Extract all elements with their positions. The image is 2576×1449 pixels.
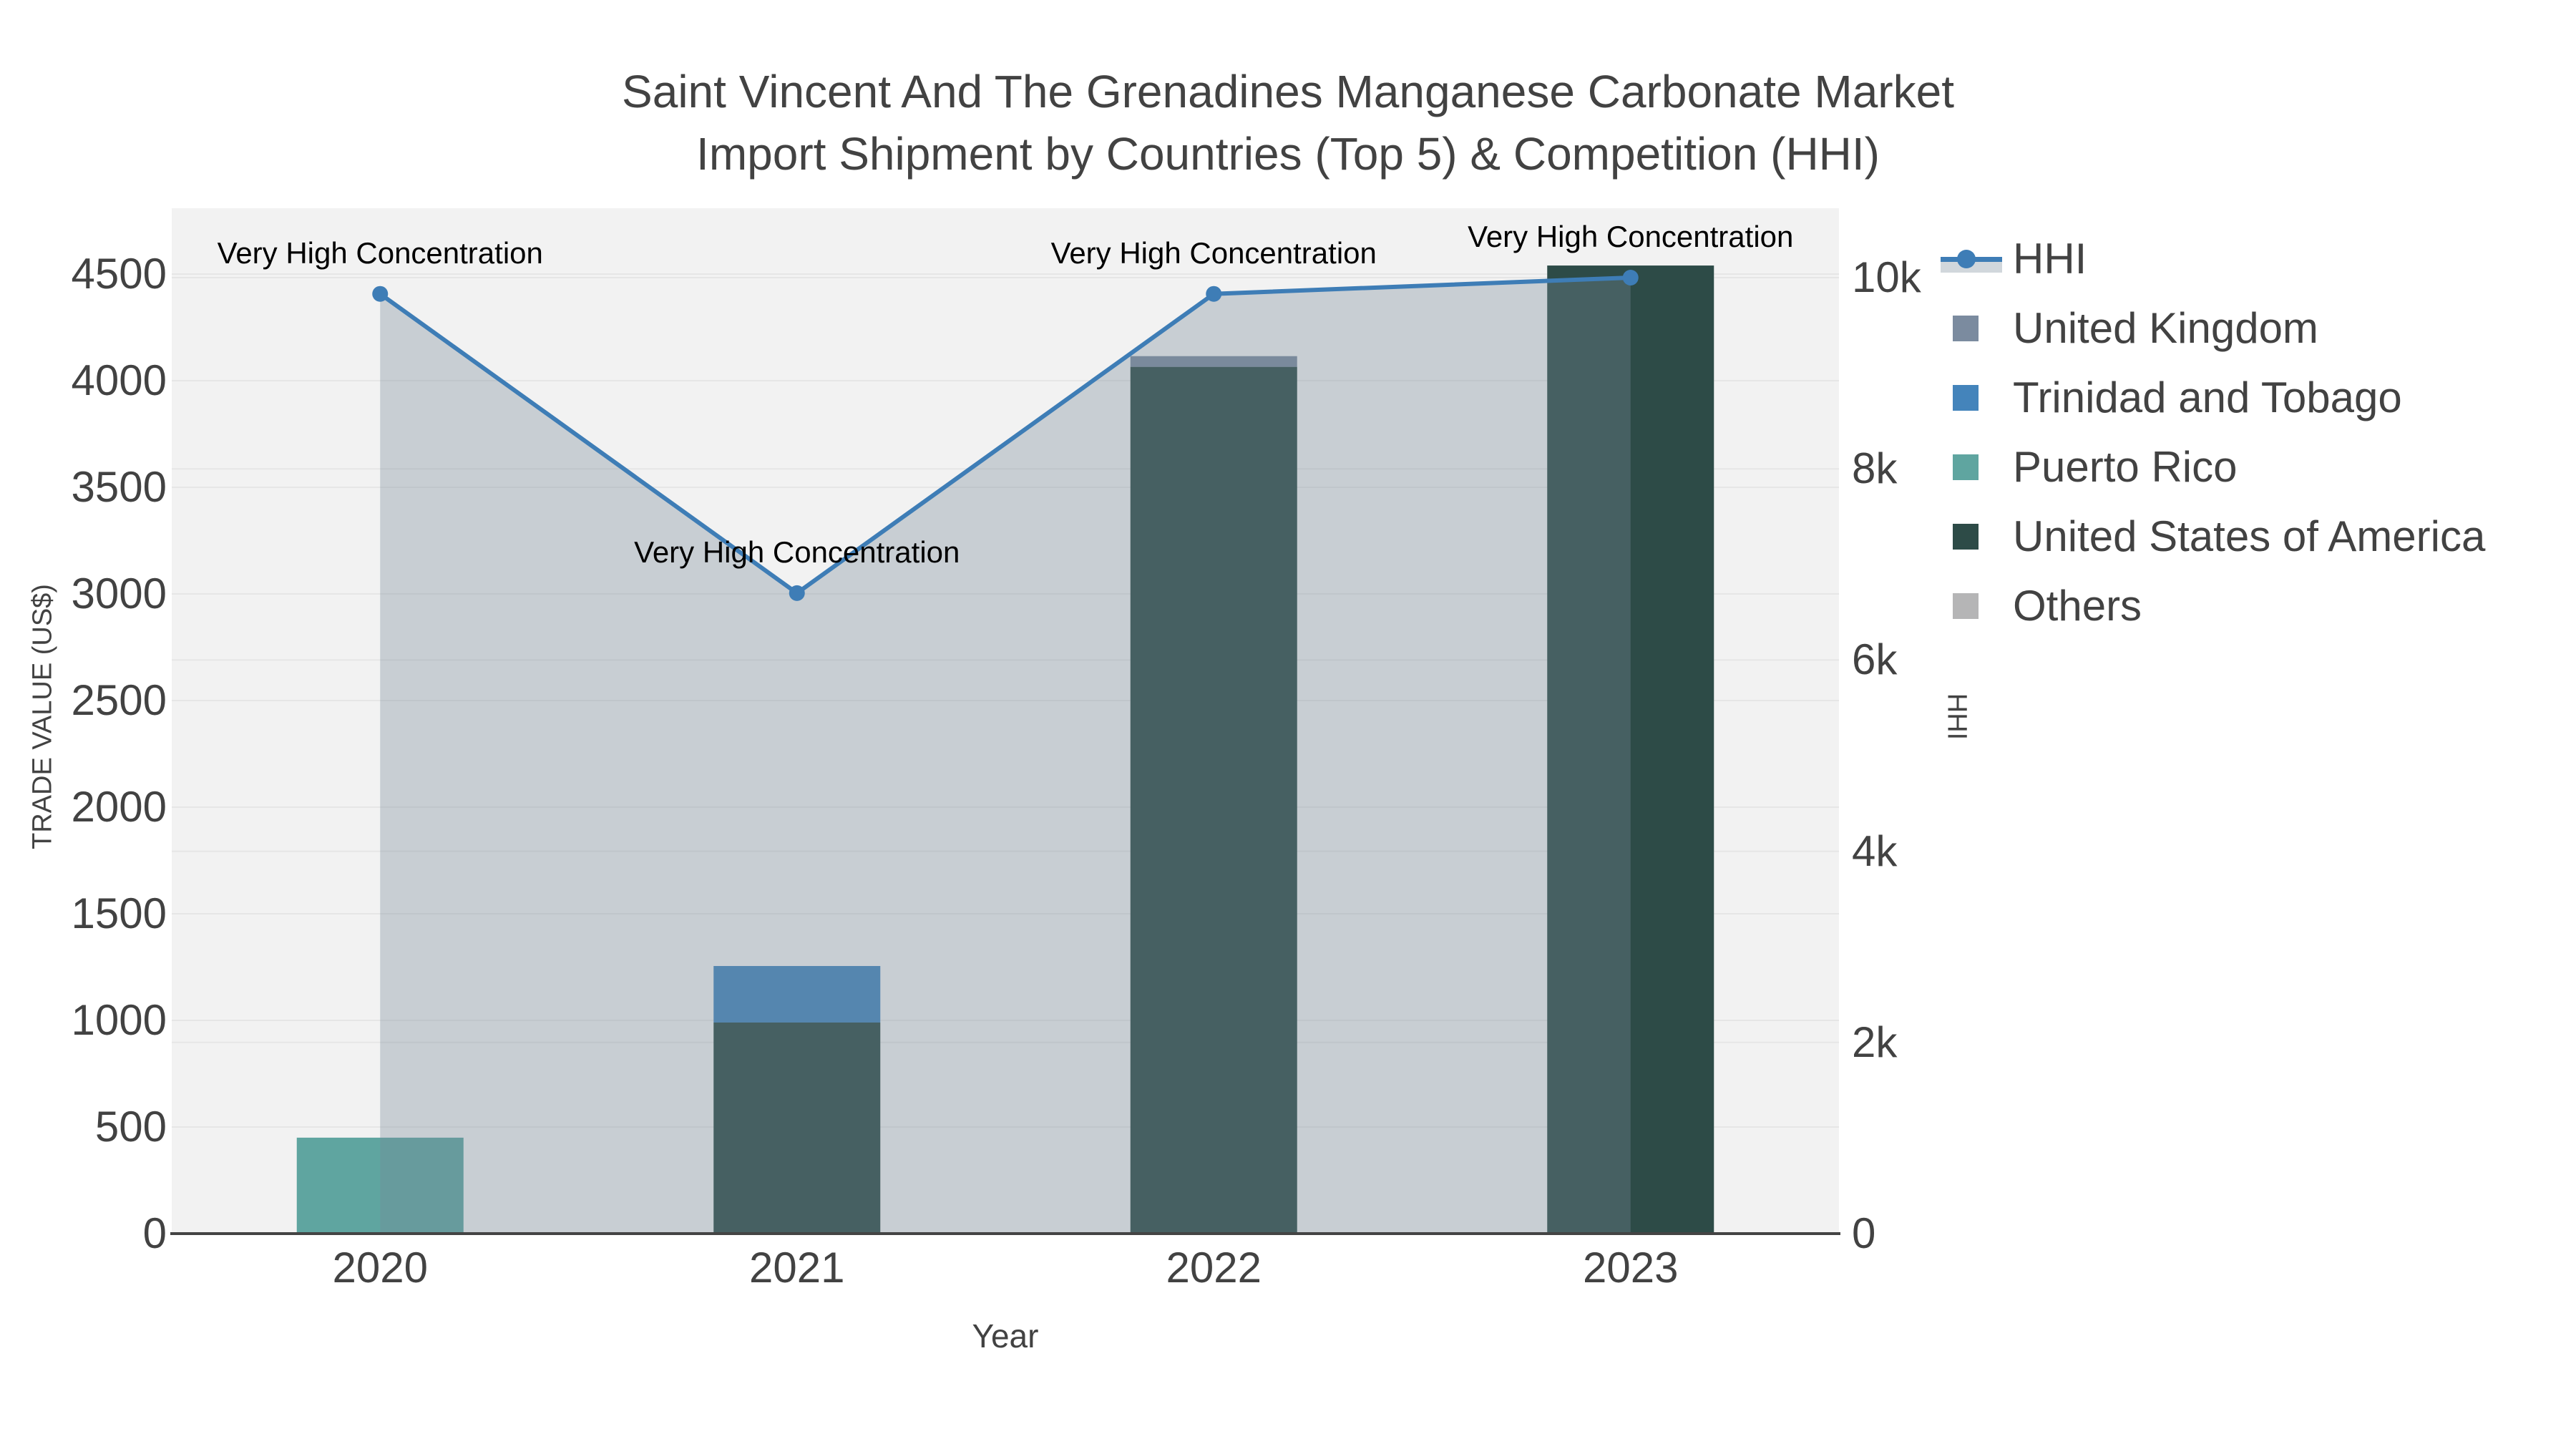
legend-item-united-kingdom[interactable]: United Kingdom [1941, 303, 2570, 354]
bar-segment-united-states-of-america-2021[interactable] [713, 1022, 881, 1234]
y-axis-left-title: TRADE VALUE (US$) [27, 584, 58, 849]
legend-label: United Kingdom [2013, 304, 2318, 352]
legend-label: Others [2013, 582, 2142, 630]
legend-swatch-icon [1953, 593, 1979, 619]
bar-segment-united-states-of-america-2022[interactable] [1130, 366, 1297, 1234]
y-left-tick-1500: 1500 [71, 889, 167, 937]
legend-item-trinidad-and-tobago[interactable]: Trinidad and Tobago [1941, 372, 2570, 424]
legend-swatch-icon [1953, 316, 1979, 341]
legend-swatch-icon [1953, 454, 1979, 480]
y-left-tick-0: 0 [142, 1209, 167, 1257]
y-right-tick-10k: 10k [1852, 253, 1921, 301]
chart-title-line2: Import Shipment by Countries (Top 5) & C… [696, 128, 1880, 180]
annotation-very-high-concentration-2023: Very High Concentration [1468, 220, 1794, 253]
bar-segment-united-kingdom-2022[interactable] [1130, 356, 1297, 367]
x-tick-2021: 2021 [749, 1244, 845, 1292]
chart-title-line1: Saint Vincent And The Grenadines Mangane… [622, 66, 1954, 117]
legend-item-united-states-of-america[interactable]: United States of America [1941, 511, 2570, 562]
y-left-tick-3500: 3500 [71, 463, 167, 511]
legend-swatch-icon [1953, 385, 1979, 411]
y-left-tick-2000: 2000 [71, 783, 167, 831]
x-tick-2020: 2020 [332, 1244, 428, 1292]
legend-item-hhi[interactable]: HHI [1941, 233, 2570, 285]
y-left-tick-1000: 1000 [71, 996, 167, 1044]
x-tick-2023: 2023 [1583, 1244, 1679, 1292]
hhi-area-fill [380, 278, 1631, 1234]
bar-segment-trinidad-and-tobago-2021[interactable] [713, 966, 881, 1023]
y-left-tick-500: 500 [94, 1103, 167, 1151]
legend-swatch-icon [1953, 524, 1979, 550]
annotation-very-high-concentration-2020: Very High Concentration [217, 235, 543, 270]
bar-segment-united-states-of-america-2023[interactable] [1547, 265, 1714, 1234]
y-left-tick-3000: 3000 [71, 570, 167, 618]
annotation-very-high-concentration-2021: Very High Concentration [634, 535, 960, 569]
legend-label: Trinidad and Tobago [2013, 374, 2402, 421]
y-right-tick-0: 0 [1852, 1209, 1876, 1257]
annotation-very-high-concentration-2022: Very High Concentration [1050, 235, 1377, 270]
legend-hhi-marker-icon [1957, 250, 1976, 268]
hhi-marker-2023[interactable] [1622, 270, 1639, 286]
legend-label: Puerto Rico [2013, 443, 2238, 491]
y-right-tick-4k: 4k [1852, 826, 1898, 875]
legend-item-puerto-rico[interactable]: Puerto Rico [1941, 441, 2570, 493]
legend-item-others[interactable]: Others [1941, 580, 2570, 632]
hhi-marker-2021[interactable] [789, 585, 805, 601]
y-left-tick-4500: 4500 [71, 250, 167, 298]
x-axis-title: Year [972, 1317, 1039, 1355]
hhi-line[interactable] [379, 275, 1631, 596]
hhi-marker-2020[interactable] [372, 286, 389, 302]
x-tick-2022: 2022 [1166, 1244, 1262, 1292]
y-left-tick-2500: 2500 [71, 676, 167, 724]
hhi-marker-2022[interactable] [1206, 286, 1222, 302]
y-right-tick-2k: 2k [1852, 1018, 1898, 1066]
y-right-tick-8k: 8k [1852, 444, 1898, 493]
y-right-tick-6k: 6k [1852, 635, 1898, 684]
y-left-tick-4000: 4000 [71, 356, 167, 404]
legend-label: United States of America [2013, 512, 2486, 560]
bar-segment-puerto-rico-2020[interactable] [296, 1137, 464, 1234]
legend-label: HHI [2013, 235, 2087, 283]
